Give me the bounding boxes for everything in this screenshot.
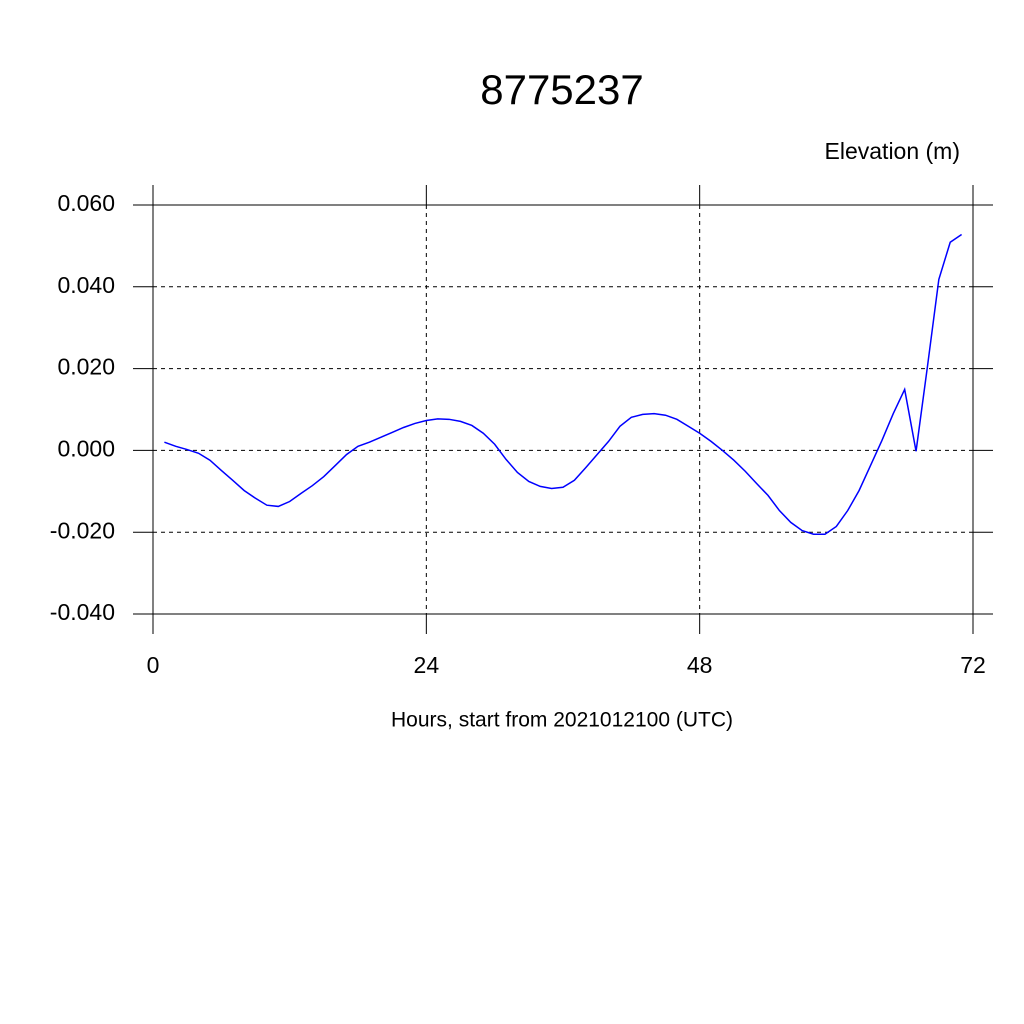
- x-tick-label: 24: [414, 652, 440, 678]
- x-axis-label: Hours, start from 2021012100 (UTC): [391, 709, 733, 732]
- y-tick-label: -0.020: [50, 517, 115, 543]
- x-tick-label: 72: [960, 652, 986, 678]
- y-tick-label: 0.020: [57, 354, 115, 380]
- y-tick-label: 0.060: [57, 190, 115, 216]
- y-tick-label: -0.040: [50, 599, 115, 625]
- x-tick-label: 0: [147, 652, 160, 678]
- y-tick-label: 0.000: [57, 435, 115, 461]
- plot-frame: [152, 204, 974, 615]
- data-line: [164, 233, 963, 535]
- chart-subtitle: Elevation (m): [825, 138, 960, 164]
- y-tick-label: 0.040: [57, 272, 115, 298]
- chart-title: 8775237: [480, 66, 644, 113]
- x-tick-label: 48: [687, 652, 713, 678]
